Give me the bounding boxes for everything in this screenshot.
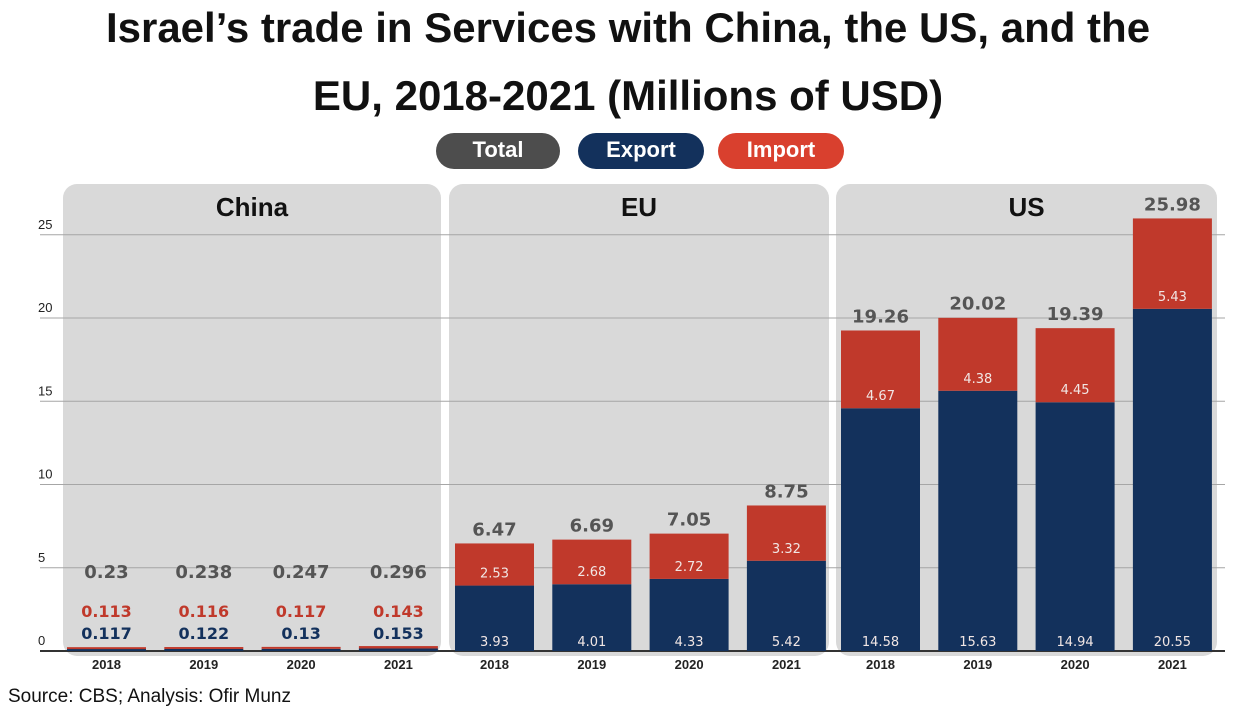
total-label-eu-2019: 6.69 xyxy=(570,516,614,537)
source-note: Source: CBS; Analysis: Ofir Munz xyxy=(8,686,291,707)
bar-export-eu-2021 xyxy=(746,560,826,651)
import-label-us-2021: 5.43 xyxy=(1158,290,1187,305)
total-label-eu-2021: 8.75 xyxy=(764,481,808,502)
bar-export-eu-2020 xyxy=(649,578,729,651)
total-label-us-2020: 19.39 xyxy=(1047,304,1104,325)
bar-import-us-2018 xyxy=(841,330,920,409)
legend-total: Total xyxy=(436,133,560,169)
legend: Total Export Import xyxy=(0,133,1256,169)
bar-import-eu-2019 xyxy=(552,539,632,585)
bar-import-china-2020 xyxy=(261,646,341,649)
bar-export-china-2019 xyxy=(164,648,244,651)
import-label-china-2019: 0.116 xyxy=(178,602,229,621)
total-label-eu-2018: 6.47 xyxy=(472,519,516,540)
panel-china-background xyxy=(63,184,441,656)
export-label-eu-2018: 3.93 xyxy=(480,635,509,650)
bar-export-china-2018 xyxy=(67,649,146,651)
import-label-china-2018: 0.113 xyxy=(81,602,132,621)
bar-import-eu-2021 xyxy=(746,505,826,561)
panel-label-us: US xyxy=(1008,192,1044,222)
x-tick-eu-2021: 2021 xyxy=(772,657,801,672)
export-label-us-2018: 14.58 xyxy=(862,635,899,650)
import-label-china-2020: 0.117 xyxy=(276,602,327,621)
import-label-eu-2021: 3.32 xyxy=(772,542,801,557)
y-tick-10: 10 xyxy=(38,467,52,482)
total-label-us-2021: 25.98 xyxy=(1144,194,1201,215)
export-label-us-2020: 14.94 xyxy=(1056,635,1093,650)
y-tick-25: 25 xyxy=(38,217,52,232)
x-tick-china-2019: 2019 xyxy=(189,657,218,672)
x-tick-china-2018: 2018 xyxy=(92,657,121,672)
panel-label-eu: EU xyxy=(621,192,657,222)
import-label-us-2018: 4.67 xyxy=(866,389,895,404)
chart-title: Israel’s trade in Services with China, t… xyxy=(0,0,1256,130)
total-label-us-2019: 20.02 xyxy=(949,294,1006,315)
total-label-china-2021: 0.296 xyxy=(370,562,427,583)
legend-export: Export xyxy=(578,133,704,169)
bar-export-us-2019 xyxy=(938,390,1018,651)
y-tick-15: 15 xyxy=(38,383,52,398)
export-label-eu-2019: 4.01 xyxy=(577,635,606,650)
panel-eu-background xyxy=(449,184,829,656)
y-tick-5: 5 xyxy=(38,550,45,565)
export-label-china-2019: 0.122 xyxy=(178,624,229,643)
import-label-eu-2020: 2.72 xyxy=(675,560,704,575)
export-label-china-2020: 0.13 xyxy=(281,624,320,643)
bar-import-china-2021 xyxy=(358,646,438,649)
bar-export-us-2021 xyxy=(1132,308,1212,651)
total-label-china-2020: 0.247 xyxy=(273,562,330,583)
x-tick-eu-2018: 2018 xyxy=(480,657,509,672)
panel-label-china: China xyxy=(216,192,289,222)
x-tick-eu-2019: 2019 xyxy=(577,657,606,672)
total-label-us-2018: 19.26 xyxy=(852,306,909,327)
bar-import-us-2021 xyxy=(1132,218,1212,309)
x-tick-china-2020: 2020 xyxy=(287,657,316,672)
bar-export-eu-2019 xyxy=(552,584,632,651)
export-label-china-2021: 0.153 xyxy=(373,624,424,643)
bar-import-us-2019 xyxy=(938,317,1018,391)
bar-export-china-2021 xyxy=(358,648,438,651)
import-label-eu-2019: 2.68 xyxy=(577,565,606,580)
x-tick-us-2018: 2018 xyxy=(866,657,895,672)
bar-export-us-2020 xyxy=(1035,402,1115,651)
bar-export-china-2020 xyxy=(261,648,341,651)
legend-import: Import xyxy=(718,133,844,169)
panel-us-background xyxy=(836,184,1217,656)
export-label-eu-2020: 4.33 xyxy=(675,635,704,650)
total-label-china-2019: 0.238 xyxy=(175,562,232,583)
y-tick-20: 20 xyxy=(38,300,52,315)
x-tick-us-2019: 2019 xyxy=(963,657,992,672)
bar-import-china-2018 xyxy=(67,647,146,650)
bar-import-us-2020 xyxy=(1035,328,1115,403)
bar-export-eu-2018 xyxy=(455,585,534,651)
export-label-us-2021: 20.55 xyxy=(1154,635,1191,650)
import-label-us-2019: 4.38 xyxy=(963,372,992,387)
bar-import-eu-2020 xyxy=(649,533,729,579)
total-label-eu-2020: 7.05 xyxy=(667,510,711,531)
y-tick-0: 0 xyxy=(38,633,45,648)
bar-import-eu-2018 xyxy=(455,543,534,586)
export-label-eu-2021: 5.42 xyxy=(772,635,801,650)
chart-title-line-2: EU, 2018-2021 (Millions of USD) xyxy=(312,72,944,119)
export-label-us-2019: 15.63 xyxy=(959,635,996,650)
bar-export-us-2018 xyxy=(841,408,920,651)
x-tick-us-2021: 2021 xyxy=(1158,657,1187,672)
export-label-china-2018: 0.117 xyxy=(81,624,132,643)
x-tick-china-2021: 2021 xyxy=(384,657,413,672)
chart-title-line-1: Israel’s trade in Services with China, t… xyxy=(105,4,1151,51)
import-label-eu-2018: 2.53 xyxy=(480,567,509,582)
bar-import-china-2019 xyxy=(164,647,244,649)
import-label-us-2020: 4.45 xyxy=(1061,383,1090,398)
import-label-china-2021: 0.143 xyxy=(373,602,424,621)
x-tick-us-2020: 2020 xyxy=(1061,657,1090,672)
x-tick-eu-2020: 2020 xyxy=(675,657,704,672)
total-label-china-2018: 0.23 xyxy=(84,562,128,583)
